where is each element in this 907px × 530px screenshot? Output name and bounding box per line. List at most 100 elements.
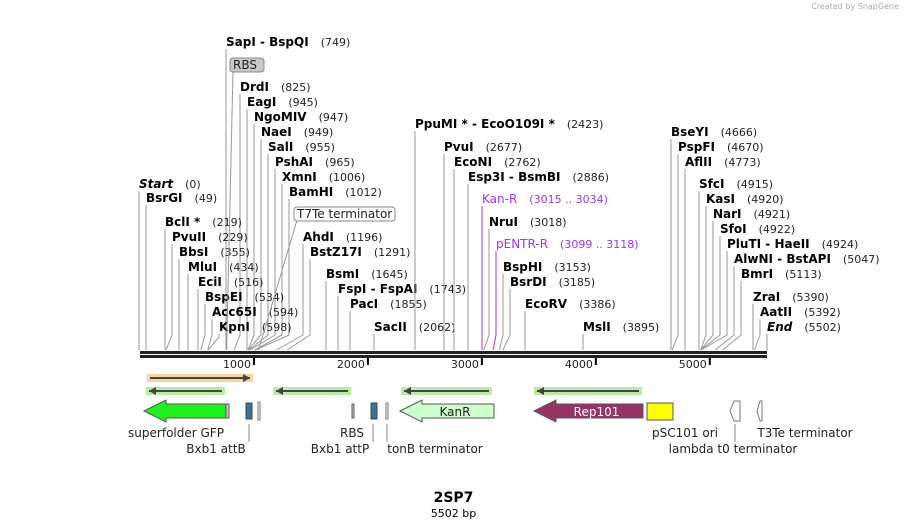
enzyme-site-label[interactable]: BstZ17I xyxy=(310,245,362,259)
primer-label[interactable]: Kan-R xyxy=(482,192,517,206)
feature-rbs[interactable] xyxy=(351,403,355,419)
site-position: (4670) xyxy=(727,141,764,154)
ruler-tick xyxy=(708,358,711,365)
enzyme-site-label[interactable]: KasI xyxy=(706,192,735,206)
enzyme-site-label[interactable]: XmnI xyxy=(282,170,317,184)
primer-arrow-head xyxy=(149,387,156,395)
feature-label[interactable]: T3Te terminator xyxy=(756,426,852,440)
ruler-tick xyxy=(366,358,369,365)
site-position: (49) xyxy=(195,192,218,205)
enzyme-site-label[interactable]: AhdI xyxy=(303,230,334,244)
enzyme-site-label[interactable]: BseYI xyxy=(671,125,709,139)
enzyme-site-label[interactable]: BsmI xyxy=(326,267,359,281)
enzyme-site-label[interactable]: AatII xyxy=(760,305,792,319)
site-leader-line xyxy=(165,244,173,351)
enzyme-site-label[interactable]: BbsI xyxy=(179,245,208,259)
feature-bxb1-attp[interactable] xyxy=(370,402,378,420)
site-position: (2677) xyxy=(486,141,523,154)
enzyme-site-label[interactable]: NaeI xyxy=(261,125,292,139)
site-leader-line xyxy=(255,199,290,351)
enzyme-site-label[interactable]: BclI * xyxy=(165,215,201,229)
enzyme-site-label[interactable]: SfoI xyxy=(720,222,747,236)
enzyme-site-label[interactable]: End xyxy=(767,320,793,334)
ruler-tick xyxy=(594,358,597,365)
enzyme-site-label[interactable]: EcoNI xyxy=(454,155,492,169)
enzyme-site-label[interactable]: BamHI xyxy=(289,185,333,199)
enzyme-site-label[interactable]: AlwNI - BstAPI xyxy=(734,252,831,266)
feature-label[interactable]: lambda t0 terminator xyxy=(669,442,798,456)
enzyme-site-label[interactable]: Acc65I xyxy=(212,305,257,319)
enzyme-site-label[interactable]: SfcI xyxy=(699,177,724,191)
site-position: (1291) xyxy=(374,246,411,259)
enzyme-site-label[interactable]: Esp3I - BsmBI xyxy=(468,170,560,184)
site-position: (355) xyxy=(220,246,250,259)
feature-t3te[interactable] xyxy=(756,400,763,422)
feature-label[interactable]: T7Te terminator xyxy=(296,207,392,221)
feature-label[interactable]: Bxb1 attP xyxy=(311,442,369,456)
primer-arrow-head xyxy=(276,387,283,395)
site-position: (1012) xyxy=(345,186,382,199)
site-leader-line xyxy=(247,124,255,351)
feature-lambda-t0[interactable] xyxy=(729,400,741,422)
feature-leader-line xyxy=(258,219,298,351)
enzyme-site-label[interactable]: NarI xyxy=(713,207,742,221)
enzyme-site-label[interactable]: PvuII xyxy=(172,230,206,244)
sequence-top-strand xyxy=(140,351,767,354)
enzyme-site-label[interactable]: DrdI xyxy=(240,80,269,94)
feature-bxb1-attb[interactable] xyxy=(245,402,253,420)
enzyme-site-label[interactable]: NruI xyxy=(489,215,518,229)
enzyme-site-label[interactable]: KpnI xyxy=(219,320,250,334)
enzyme-site-label[interactable]: EcoRV xyxy=(525,297,568,311)
enzyme-site-label[interactable]: PluTI - HaeII xyxy=(727,237,810,251)
site-position: (1645) xyxy=(371,268,408,281)
feature-rep101[interactable] xyxy=(532,399,644,423)
enzyme-site-label[interactable]: BsrDI xyxy=(510,275,547,289)
enzyme-site-label[interactable]: SacII xyxy=(374,320,407,334)
feature-psc101-ori[interactable] xyxy=(646,402,674,421)
feature-leader-line xyxy=(226,70,234,351)
enzyme-site-label[interactable]: PshAI xyxy=(275,155,313,169)
enzyme-site-label[interactable]: FspI - FspAI xyxy=(338,282,417,296)
enzyme-site-label[interactable]: PpuMI * - EcoO109I * xyxy=(415,117,556,131)
site-position: (594) xyxy=(269,306,299,319)
site-position: (4773) xyxy=(724,156,761,169)
site-position: (1196) xyxy=(346,231,383,244)
ruler-label: 2000 xyxy=(337,358,365,371)
feature-label[interactable]: RBS xyxy=(233,58,257,72)
site-position: (945) xyxy=(288,96,318,109)
enzyme-site-label[interactable]: PvuI xyxy=(444,140,474,154)
enzyme-site-label[interactable]: SapI - BspQI xyxy=(226,35,309,49)
enzyme-site-label[interactable]: BspHI xyxy=(503,260,542,274)
enzyme-site-label[interactable]: PspFI xyxy=(678,140,715,154)
feature-small xyxy=(225,403,230,419)
site-position: (0) xyxy=(185,178,201,191)
feature-label[interactable]: superfolder GFP xyxy=(128,426,224,440)
feature-tonb-terminator[interactable] xyxy=(385,402,389,420)
enzyme-site-label[interactable]: ZraI xyxy=(753,290,780,304)
enzyme-site-label[interactable]: Start xyxy=(139,177,174,191)
enzyme-site-label[interactable]: BmrI xyxy=(741,267,773,281)
enzyme-site-label[interactable]: MluI xyxy=(188,260,217,274)
site-leader-line xyxy=(247,139,262,351)
enzyme-site-label[interactable]: EagI xyxy=(247,95,276,109)
enzyme-site-label[interactable]: BspEI xyxy=(205,290,243,304)
enzyme-site-label[interactable]: BsrGI xyxy=(146,191,183,205)
enzyme-site-label[interactable]: SalI xyxy=(268,140,293,154)
feature-kanr[interactable] xyxy=(398,399,495,423)
enzyme-site-label[interactable]: EciI xyxy=(198,275,222,289)
enzyme-site-label[interactable]: PacI xyxy=(350,297,378,311)
enzyme-site-label[interactable]: NgoMIV xyxy=(254,110,307,124)
site-position: (825) xyxy=(281,81,311,94)
feature-label[interactable]: RBS xyxy=(340,426,364,440)
feature-superfolder-gfp[interactable] xyxy=(142,399,228,423)
feature-label[interactable]: Bxb1 attB xyxy=(186,442,245,456)
site-position: (4915) xyxy=(736,178,773,191)
feature-label[interactable]: pSC101 ori xyxy=(652,426,718,440)
site-position: (4920) xyxy=(747,193,784,206)
feature-label[interactable]: tonB terminator xyxy=(387,442,483,456)
enzyme-site-label[interactable]: AflII xyxy=(685,155,712,169)
primer-label[interactable]: pENTR-R xyxy=(496,237,548,251)
enzyme-site-label[interactable]: MslI xyxy=(583,320,611,334)
site-position: (3386) xyxy=(579,298,616,311)
site-leader-line xyxy=(700,206,707,351)
